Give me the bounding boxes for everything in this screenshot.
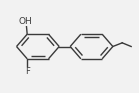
Text: OH: OH — [19, 17, 33, 26]
Text: F: F — [25, 67, 30, 76]
